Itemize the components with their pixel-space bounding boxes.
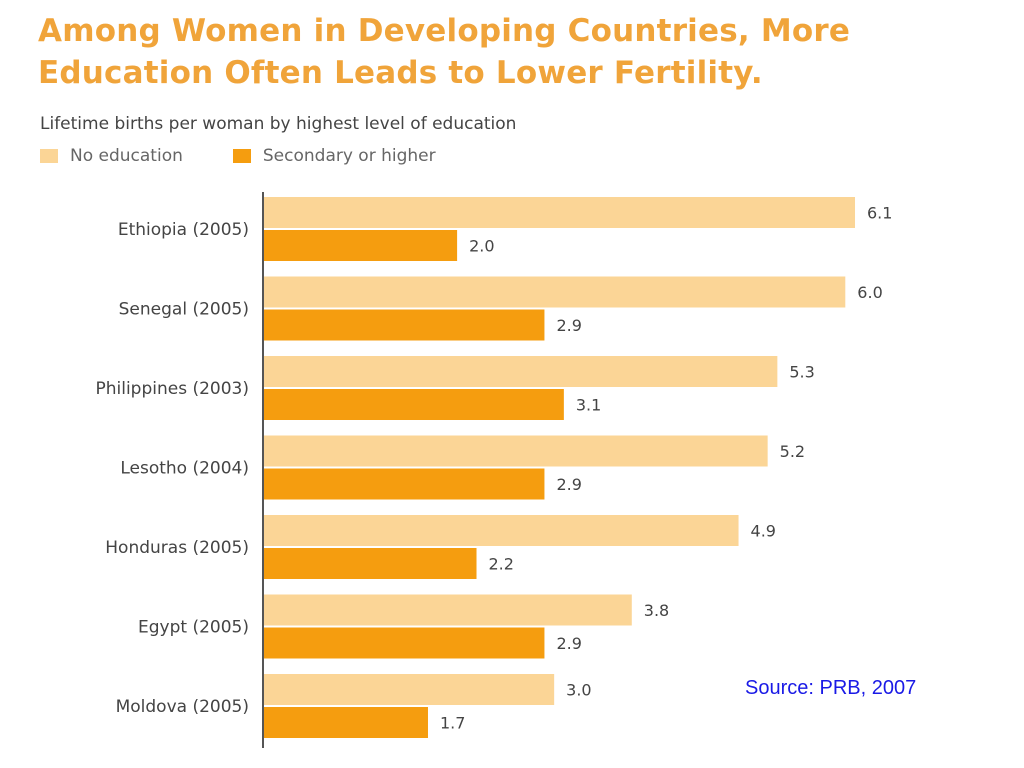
category-label: Egypt (2005): [138, 618, 249, 638]
data-label: 2.9: [556, 316, 581, 335]
data-label: 3.8: [644, 601, 669, 620]
category-label: Philippines (2003): [95, 379, 249, 399]
bar-secondary-or-higher: [263, 389, 564, 420]
category-label: Ethiopia (2005): [118, 220, 249, 240]
legend-item-secondary: Secondary or higher: [232, 146, 436, 166]
chart-subtitle: Lifetime births per woman by highest lev…: [40, 114, 517, 134]
category-label: Moldova (2005): [116, 697, 249, 717]
legend-swatch-secondary: [232, 149, 251, 163]
bar-no-education: [263, 197, 856, 228]
data-label: 2.9: [556, 475, 581, 494]
bar-no-education: [263, 674, 555, 705]
bar-secondary-or-higher: [263, 230, 458, 261]
category-label: Lesotho (2004): [120, 459, 249, 479]
source-note: Source: PRB, 2007: [745, 677, 917, 699]
data-label: 6.1: [867, 204, 892, 223]
bar-secondary-or-higher: [263, 627, 545, 659]
bar-no-education: [263, 356, 778, 387]
legend-swatch-no-education: [40, 149, 58, 163]
title-line-2: Education Often Leads to Lower Fertility…: [38, 55, 763, 91]
data-label: 2.0: [469, 237, 494, 256]
data-label: 2.9: [556, 634, 581, 653]
bar-secondary-or-higher: [263, 548, 477, 579]
bar-no-education: [263, 594, 632, 626]
chart-title: Among Women in Developing Countries, Mor…: [38, 10, 1008, 94]
data-label: 4.9: [751, 522, 776, 541]
data-label: 5.3: [789, 363, 814, 382]
data-label: 3.1: [576, 396, 601, 415]
legend-label-secondary: Secondary or higher: [262, 146, 436, 166]
bar-secondary-or-higher: [263, 707, 428, 738]
data-label: 2.2: [489, 555, 514, 574]
bar-no-education: [263, 515, 739, 546]
category-label: Senegal (2005): [119, 300, 249, 320]
bar-secondary-or-higher: [263, 468, 545, 500]
data-label: 1.7: [440, 714, 465, 733]
legend-label-no-education: No education: [70, 146, 183, 166]
legend: No education Secondary or higher: [40, 146, 436, 166]
title-line-1: Among Women in Developing Countries, Mor…: [38, 13, 851, 49]
legend-item-no-education: No education: [40, 146, 183, 166]
category-label: Honduras (2005): [105, 538, 249, 558]
bar-no-education: [263, 435, 768, 467]
bar-secondary-or-higher: [263, 309, 545, 341]
data-label: 6.0: [857, 283, 882, 302]
data-label: 3.0: [566, 681, 591, 700]
bar-no-education: [263, 276, 846, 308]
data-label: 5.2: [780, 442, 805, 461]
